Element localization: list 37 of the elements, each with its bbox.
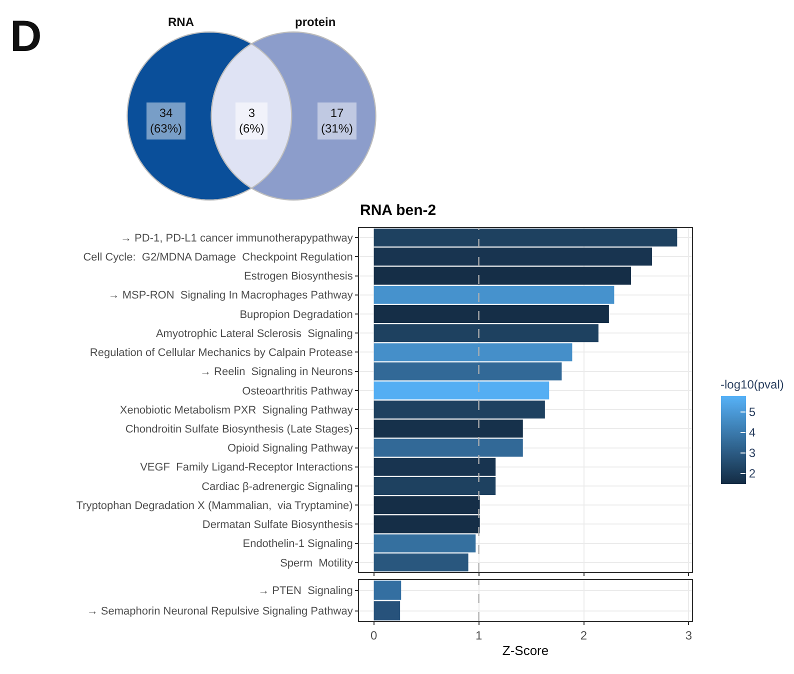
x-tick-label: 3 <box>685 628 692 642</box>
y-tick-label: → Reelin Signaling in Neurons <box>200 366 354 378</box>
text: 3 (6%) <box>239 106 264 136</box>
y-tick-label: → PTEN Signaling <box>258 585 353 598</box>
x-tick-label: 1 <box>475 628 482 642</box>
text: protein <box>295 15 336 29</box>
color-bar-label: 3 <box>748 446 756 460</box>
y-tick-label: Amyotrophic Lateral Sclerosis Signaling <box>156 328 353 340</box>
color-bar-label: 4 <box>748 426 756 440</box>
color-bar-label: 5 <box>748 405 756 420</box>
y-tick-label: → Semaphorin Neuronal Repulsive Signaling Pathway <box>86 606 354 618</box>
text: RNA <box>168 15 194 29</box>
text: D <box>10 12 42 61</box>
y-tick-label: Opioid Signaling Pathway <box>227 442 354 455</box>
color-bar-title: -log10(pval) <box>720 378 784 392</box>
y-tick-label: Tryptophan Degradation X (Mammalian, via Tryptamine) <box>76 500 353 512</box>
y-tick-label: Bupropion Degradation <box>240 308 353 321</box>
y-tick-label: Dermatan Sulfate Biosynthesis <box>202 519 354 532</box>
y-tick-label: Xenobiotic Metabolism PXR Signaling Pathway <box>120 404 354 416</box>
y-tick-label: → PD-1, PD-L1 cancer immunotherapypathway <box>120 232 354 244</box>
y-tick-label: Cardiac β-adrenergic Signaling <box>202 480 353 493</box>
y-tick-label: Regulation of Cellular Mechanics by Calpain Protease <box>90 347 353 360</box>
y-tick-label: Endothelin-1 Signaling <box>242 538 353 550</box>
y-tick-label: → MSP-RON Signaling In Macrophages Pathway <box>108 290 354 302</box>
x-tick-label: 0 <box>370 628 378 642</box>
y-tick-label: Cell Cycle: G2/MDNA Damage Checkpoint Regulation <box>83 252 353 264</box>
y-tick-label: Chondroitin Sulfate Biosynthesis (Late Stages) <box>125 424 353 436</box>
text: 34 (63%) <box>150 106 182 136</box>
chart-title: RNA ben-2 <box>360 202 436 219</box>
text: 17 (31%) <box>321 106 354 136</box>
color-bar-label: 2 <box>748 466 756 480</box>
y-tick-label: VEGF Family Ligand-Receptor Interactions <box>140 462 354 474</box>
y-tick-label: Sperm Motility <box>280 557 354 570</box>
y-tick-label: Estrogen Biosynthesis <box>244 270 354 283</box>
x-tick-label: 2 <box>580 628 588 642</box>
x-axis-title: Z-Score <box>502 643 549 658</box>
y-tick-label: Osteoarthritis Pathway <box>242 385 354 398</box>
